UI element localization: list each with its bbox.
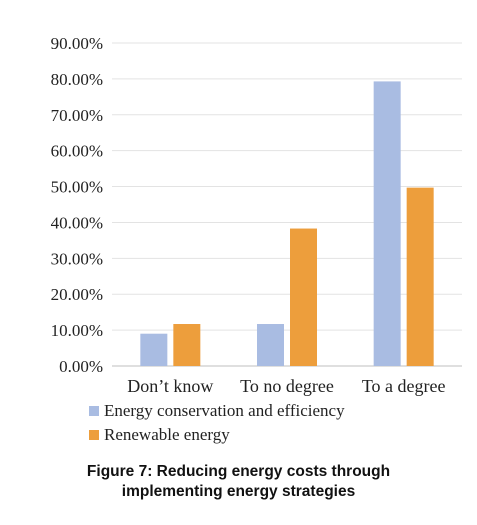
- bars: [140, 81, 434, 366]
- legend: Energy conservation and efficiency Renewa…: [89, 401, 345, 444]
- y-tick-label: 0.00%: [59, 357, 103, 376]
- y-tick-label: 60.00%: [51, 142, 103, 161]
- bar-efficiency-0: [140, 333, 168, 366]
- legend-label: Energy conservation and efficiency: [104, 401, 345, 420]
- gridlines: [112, 42, 462, 367]
- y-tick-label: 50.00%: [51, 178, 103, 197]
- legend-swatch: [89, 430, 99, 440]
- legend-swatch: [89, 406, 99, 416]
- bar-renewable-2: [406, 187, 434, 366]
- x-category-label: To no degree: [240, 376, 334, 396]
- caption-line-2: implementing energy strategies: [121, 483, 356, 500]
- legend-label: Renewable energy: [104, 425, 230, 444]
- caption-line-1: Figure 7: Reducing energy costs through: [86, 463, 391, 480]
- figure-caption: Figure 7: Reducing energy costs through …: [0, 462, 477, 502]
- y-tick-label: 10.00%: [51, 321, 103, 340]
- bar-renewable-1: [290, 228, 317, 366]
- x-axis-category-labels: Don’t know To no degree To a degree: [127, 376, 445, 396]
- y-tick-label: 40.00%: [51, 213, 103, 232]
- bar-chart: 0.00% 10.00% 20.00% 30.00% 40.00% 50.00% 60.00…: [51, 34, 462, 444]
- y-axis-tick-labels: 0.00% 10.00% 20.00% 30.00% 40.00% 50.00% 60.00…: [51, 34, 103, 376]
- bar-efficiency-1: [257, 324, 284, 366]
- x-category-label: To a degree: [362, 376, 446, 396]
- x-category-label: Don’t know: [127, 376, 213, 396]
- y-tick-label: 70.00%: [51, 106, 103, 125]
- bar-efficiency-2: [373, 81, 401, 366]
- y-tick-label: 30.00%: [51, 249, 103, 268]
- y-tick-label: 90.00%: [51, 34, 103, 53]
- y-tick-label: 20.00%: [51, 285, 103, 304]
- y-tick-label: 80.00%: [51, 70, 103, 89]
- bar-renewable-0: [173, 324, 201, 366]
